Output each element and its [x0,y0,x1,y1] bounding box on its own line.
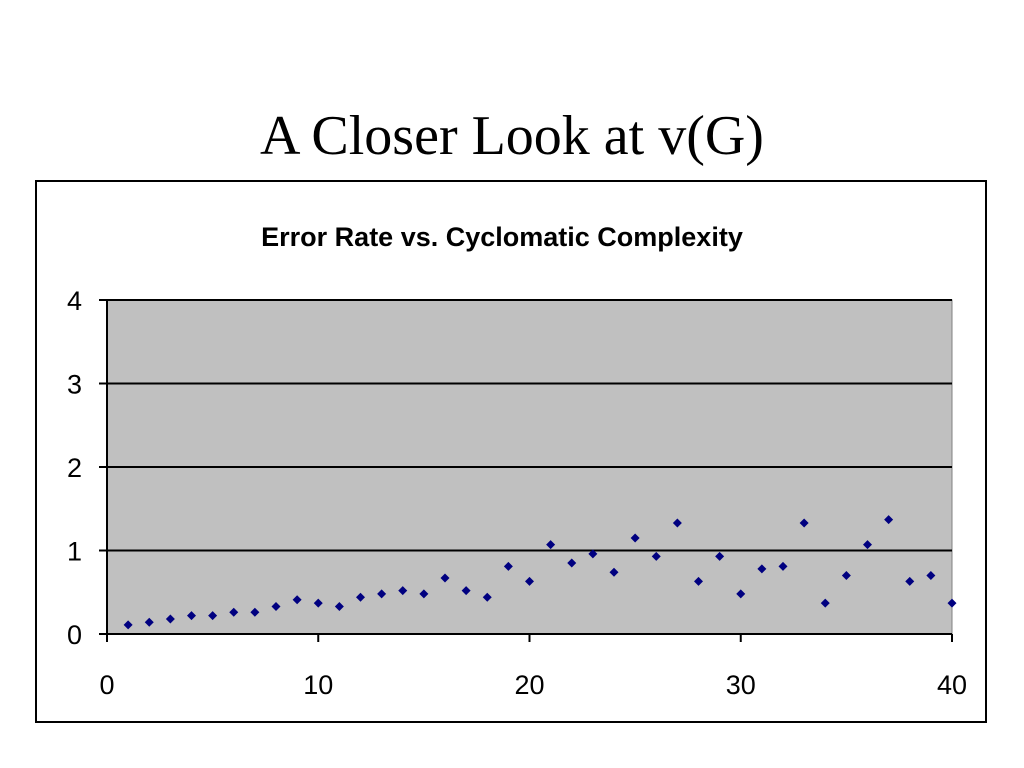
data-point [461,586,471,596]
y-tick-label: 4 [67,286,82,316]
data-point [884,515,894,525]
data-points [123,515,957,630]
y-tick-label: 0 [67,620,82,650]
data-point [926,571,936,581]
data-point [672,518,682,528]
data-point [440,573,450,583]
data-point [123,620,133,630]
x-tick-label: 10 [303,670,333,700]
chart-title: Error Rate vs. Cyclomatic Complexity [261,222,743,252]
data-point [905,576,915,586]
data-point [356,592,365,602]
data-point [334,601,344,611]
y-tick-label: 2 [67,453,82,483]
data-point [715,551,725,561]
x-tick-label: 40 [937,670,967,700]
data-point [694,576,703,586]
chart-container: Error Rate vs. Cyclomatic Complexity 0 1 2… [35,180,987,723]
x-tick-label: 30 [726,670,756,700]
data-point [313,598,323,608]
data-point [546,540,556,550]
data-point [651,551,661,561]
data-point [609,567,619,577]
data-point [144,617,154,627]
data-point [567,558,577,568]
x-tick-label: 0 [99,670,114,700]
scatter-chart: Error Rate vs. Cyclomatic Complexity 0 1 2… [67,222,967,700]
data-point [482,592,492,602]
data-point [947,598,957,608]
data-point [525,576,534,586]
data-point [841,571,851,581]
data-point [863,540,872,550]
data-point [736,589,746,599]
data-point [271,601,281,611]
data-point [630,533,640,543]
data-point [820,598,830,608]
gridlines [107,299,952,552]
data-point [398,586,408,596]
data-point [419,589,429,599]
data-point [799,518,809,528]
data-point [588,549,598,559]
data-point [229,607,239,617]
y-tick-label: 3 [67,370,82,400]
data-point [165,614,175,624]
data-point [250,607,260,617]
data-point [757,564,767,574]
y-tick-label: 1 [67,537,82,567]
data-point [292,595,302,605]
data-point [778,561,788,571]
data-point [187,611,196,621]
slide-title: A Closer Look at v(G) [260,105,764,167]
data-point [503,561,513,571]
data-point [377,589,387,599]
data-point [208,611,218,621]
x-tick-label: 20 [514,670,544,700]
